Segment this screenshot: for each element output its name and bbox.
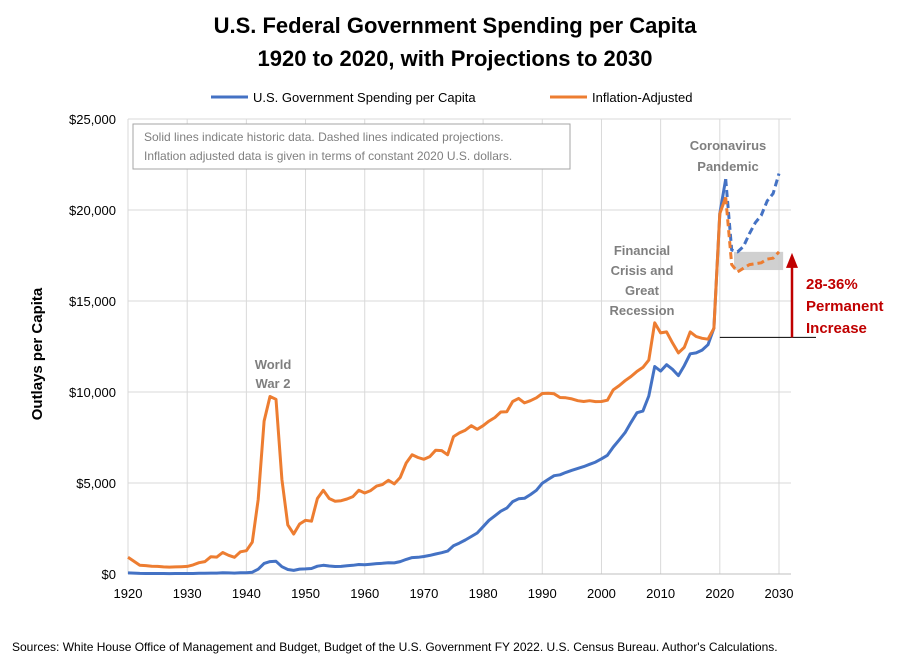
y-tick-label: $5,000 [76,476,116,491]
annotation-permanent-increase: 28-36% Permanent Increase [806,276,884,337]
annotation-financial-crisis: Financial Crisis and Great Recession [609,243,674,318]
x-tick-label: 1940 [232,586,261,601]
x-tick-label: 2000 [587,586,616,601]
annotation-financial-line-3: Great [625,283,660,298]
annotation-increase-line-2: Permanent [806,298,884,315]
note-box-frame [132,123,571,170]
series-inflation-projection [724,197,781,274]
note-line-1: Solid lines indicate historic data. Dash… [144,130,504,144]
x-tick-label: 1990 [528,586,557,601]
permanent-increase-band [734,251,784,271]
x-tick-label: 1930 [173,586,202,601]
annotation-coronavirus-line-2: Pandemic [697,159,758,174]
annotation-ww2-line-1: World [255,357,292,372]
y-axis-label: Outlays per Capita [29,287,46,420]
annotation-coronavirus: Coronavirus Pandemic [690,138,767,174]
series-inflation-historic [127,196,728,569]
series-nominal-projection [724,173,781,254]
annotation-financial-line-2: Crisis and [611,263,674,278]
x-tick-label: 2020 [705,586,734,601]
annotation-coronavirus-line-1: Coronavirus [690,138,767,153]
series-nominal-historic [127,178,728,576]
chart-title: U.S. Federal Government Spending per Cap… [214,13,698,38]
y-tick-label: $10,000 [69,385,116,400]
x-tick-label: 1950 [291,586,320,601]
y-tick-label: $15,000 [69,294,116,309]
x-tick-label: 1920 [114,586,143,601]
annotation-financial-line-4: Recession [609,303,674,318]
annotation-ww2-line-2: War 2 [256,376,291,391]
axis-tick-labels: $0 $5,000 $10,000 $15,000 $20,000 $25,000 1920… [69,112,793,601]
legend-label-inflation: Inflation-Adjusted [592,90,692,105]
annotation-increase-line-1: 28-36% [806,276,858,293]
chart-subtitle: 1920 to 2020, with Projections to 2030 [258,46,653,71]
annotation-ww2: World War 2 [255,357,292,391]
annotation-increase-line-3: Increase [806,320,867,337]
y-tick-label: $25,000 [69,112,116,127]
source-note: Sources: White House Office of Managemen… [12,640,778,654]
x-tick-label: 2010 [646,586,675,601]
series-layer [127,173,781,576]
x-tick-label: 2030 [765,586,794,601]
increase-arrow-head [786,252,798,268]
y-tick-label: $20,000 [69,203,116,218]
annotation-financial-line-1: Financial [614,243,670,258]
legend: U.S. Government Spending per Capita Infl… [211,90,692,105]
x-tick-label: 1980 [469,586,498,601]
y-tick-label: $0 [102,567,116,582]
note-box: Solid lines indicate historic data. Dash… [132,123,571,170]
gridlines [127,118,791,574]
note-line-2: Inflation adjusted data is given in term… [144,149,512,163]
x-tick-label: 1960 [350,586,379,601]
legend-label-nominal: U.S. Government Spending per Capita [253,90,476,105]
x-tick-label: 1970 [409,586,438,601]
